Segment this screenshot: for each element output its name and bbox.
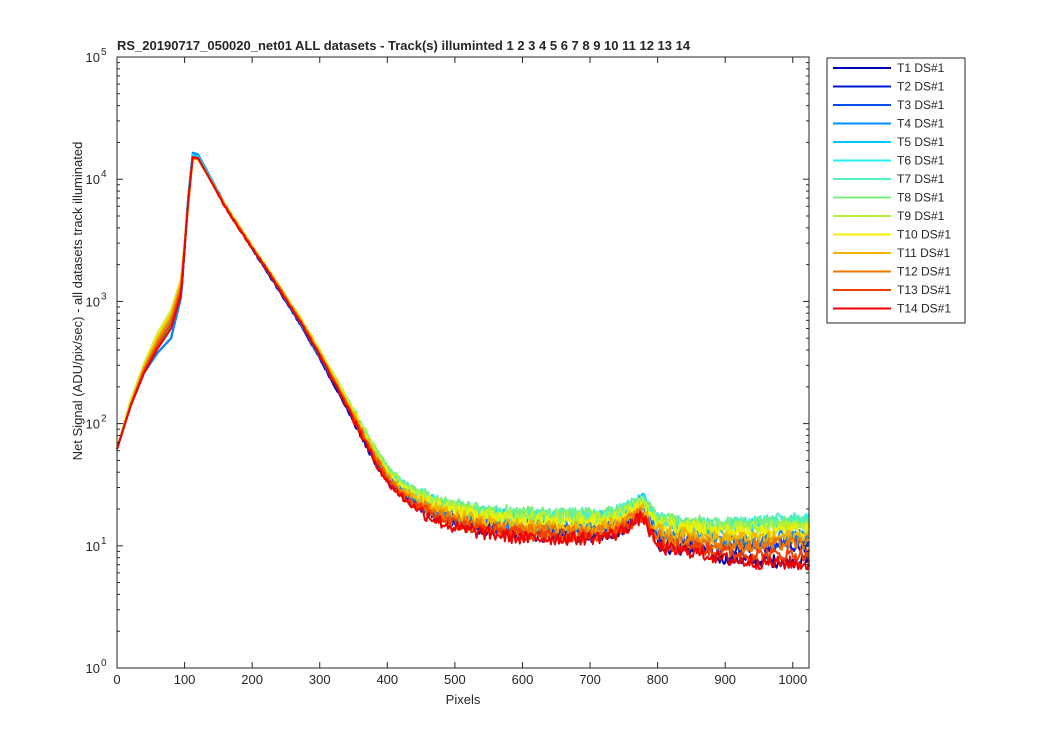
legend-label: T9 DS#1 bbox=[897, 209, 945, 223]
x-tick-label: 1000 bbox=[778, 672, 807, 687]
legend-item: T14 DS#1 bbox=[833, 302, 951, 316]
x-tick-label: 300 bbox=[309, 672, 331, 687]
y-tick-exponent: 5 bbox=[101, 47, 107, 58]
legend-label: T11 DS#1 bbox=[897, 246, 950, 260]
y-tick-exponent: 3 bbox=[101, 291, 107, 302]
legend-label: T3 DS#1 bbox=[897, 98, 945, 112]
plot-background bbox=[117, 57, 809, 668]
legend-label: T4 DS#1 bbox=[897, 117, 945, 131]
legend-item: T9 DS#1 bbox=[833, 209, 945, 223]
legend-item: T7 DS#1 bbox=[833, 172, 945, 186]
y-tick-label: 10 2 bbox=[86, 414, 107, 432]
legend-box bbox=[826, 57, 966, 324]
legend-item: T11 DS#1 bbox=[833, 246, 950, 260]
y-tick-base: 10 bbox=[86, 417, 100, 432]
y-tick-base: 10 bbox=[86, 172, 100, 187]
plot-area bbox=[117, 57, 809, 668]
y-tick-base: 10 bbox=[86, 539, 100, 554]
legend-label: T8 DS#1 bbox=[897, 191, 945, 205]
x-tick-label: 0 bbox=[113, 672, 120, 687]
x-tick-label: 400 bbox=[376, 672, 398, 687]
legend-label: T7 DS#1 bbox=[897, 172, 945, 186]
legend-item: T10 DS#1 bbox=[833, 228, 951, 242]
legend-label: T13 DS#1 bbox=[897, 283, 951, 297]
x-tick-label: 200 bbox=[241, 672, 263, 687]
legend-label: T12 DS#1 bbox=[897, 265, 951, 279]
axes-box bbox=[116, 56, 810, 669]
legend-item: T12 DS#1 bbox=[833, 265, 951, 279]
y-tick-label: 10 4 bbox=[86, 169, 107, 187]
legend-item: T5 DS#1 bbox=[833, 135, 945, 149]
y-tick-exponent: 4 bbox=[101, 169, 107, 180]
legend-item: T2 DS#1 bbox=[833, 80, 945, 94]
legend-label: T6 DS#1 bbox=[897, 154, 945, 168]
series-line-t14 bbox=[116, 156, 810, 571]
legend-item: T3 DS#1 bbox=[833, 98, 945, 112]
legend-item: T6 DS#1 bbox=[833, 154, 945, 168]
legend-label: T2 DS#1 bbox=[897, 80, 945, 94]
y-tick-exponent: 2 bbox=[101, 414, 107, 425]
legend-item: T1 DS#1 bbox=[833, 61, 945, 75]
y-tick-base: 10 bbox=[86, 50, 100, 65]
y-tick-label: 10 5 bbox=[86, 47, 107, 65]
x-tick-label: 800 bbox=[647, 672, 669, 687]
y-tick-label: 10 1 bbox=[86, 536, 107, 554]
legend-item: T8 DS#1 bbox=[833, 191, 945, 205]
legend-label: T1 DS#1 bbox=[897, 61, 945, 75]
y-tick-base: 10 bbox=[86, 294, 100, 309]
legend-item: T13 DS#1 bbox=[833, 283, 951, 297]
y-tick-exponent: 0 bbox=[101, 658, 107, 669]
legend: T1 DS#1 T2 DS#1 T3 DS#1 T4 DS#1 T5 DS#1 T6 DS… bbox=[826, 57, 966, 324]
x-tick-label: 700 bbox=[579, 672, 601, 687]
y-tick-base: 10 bbox=[86, 661, 100, 676]
x-tick-label: 900 bbox=[714, 672, 736, 687]
x-tick-label: 100 bbox=[174, 672, 196, 687]
chart-title: RS_20190717_050020_net01 ALL datasets - … bbox=[117, 38, 691, 53]
y-tick-exponent: 1 bbox=[101, 536, 107, 547]
legend-label: T14 DS#1 bbox=[897, 302, 951, 316]
x-axis-label: Pixels bbox=[446, 692, 481, 707]
legend-label: T5 DS#1 bbox=[897, 135, 945, 149]
legend-item: T4 DS#1 bbox=[833, 117, 945, 131]
y-axis-label: Net Signal (ADU/pix/sec) - all datasets … bbox=[70, 142, 85, 461]
series-lines bbox=[116, 151, 810, 571]
x-tick-label: 500 bbox=[444, 672, 466, 687]
y-tick-label: 10 3 bbox=[86, 291, 107, 309]
y-tick-label: 10 0 bbox=[86, 658, 107, 676]
x-tick-label: 600 bbox=[512, 672, 534, 687]
legend-label: T10 DS#1 bbox=[897, 228, 951, 242]
